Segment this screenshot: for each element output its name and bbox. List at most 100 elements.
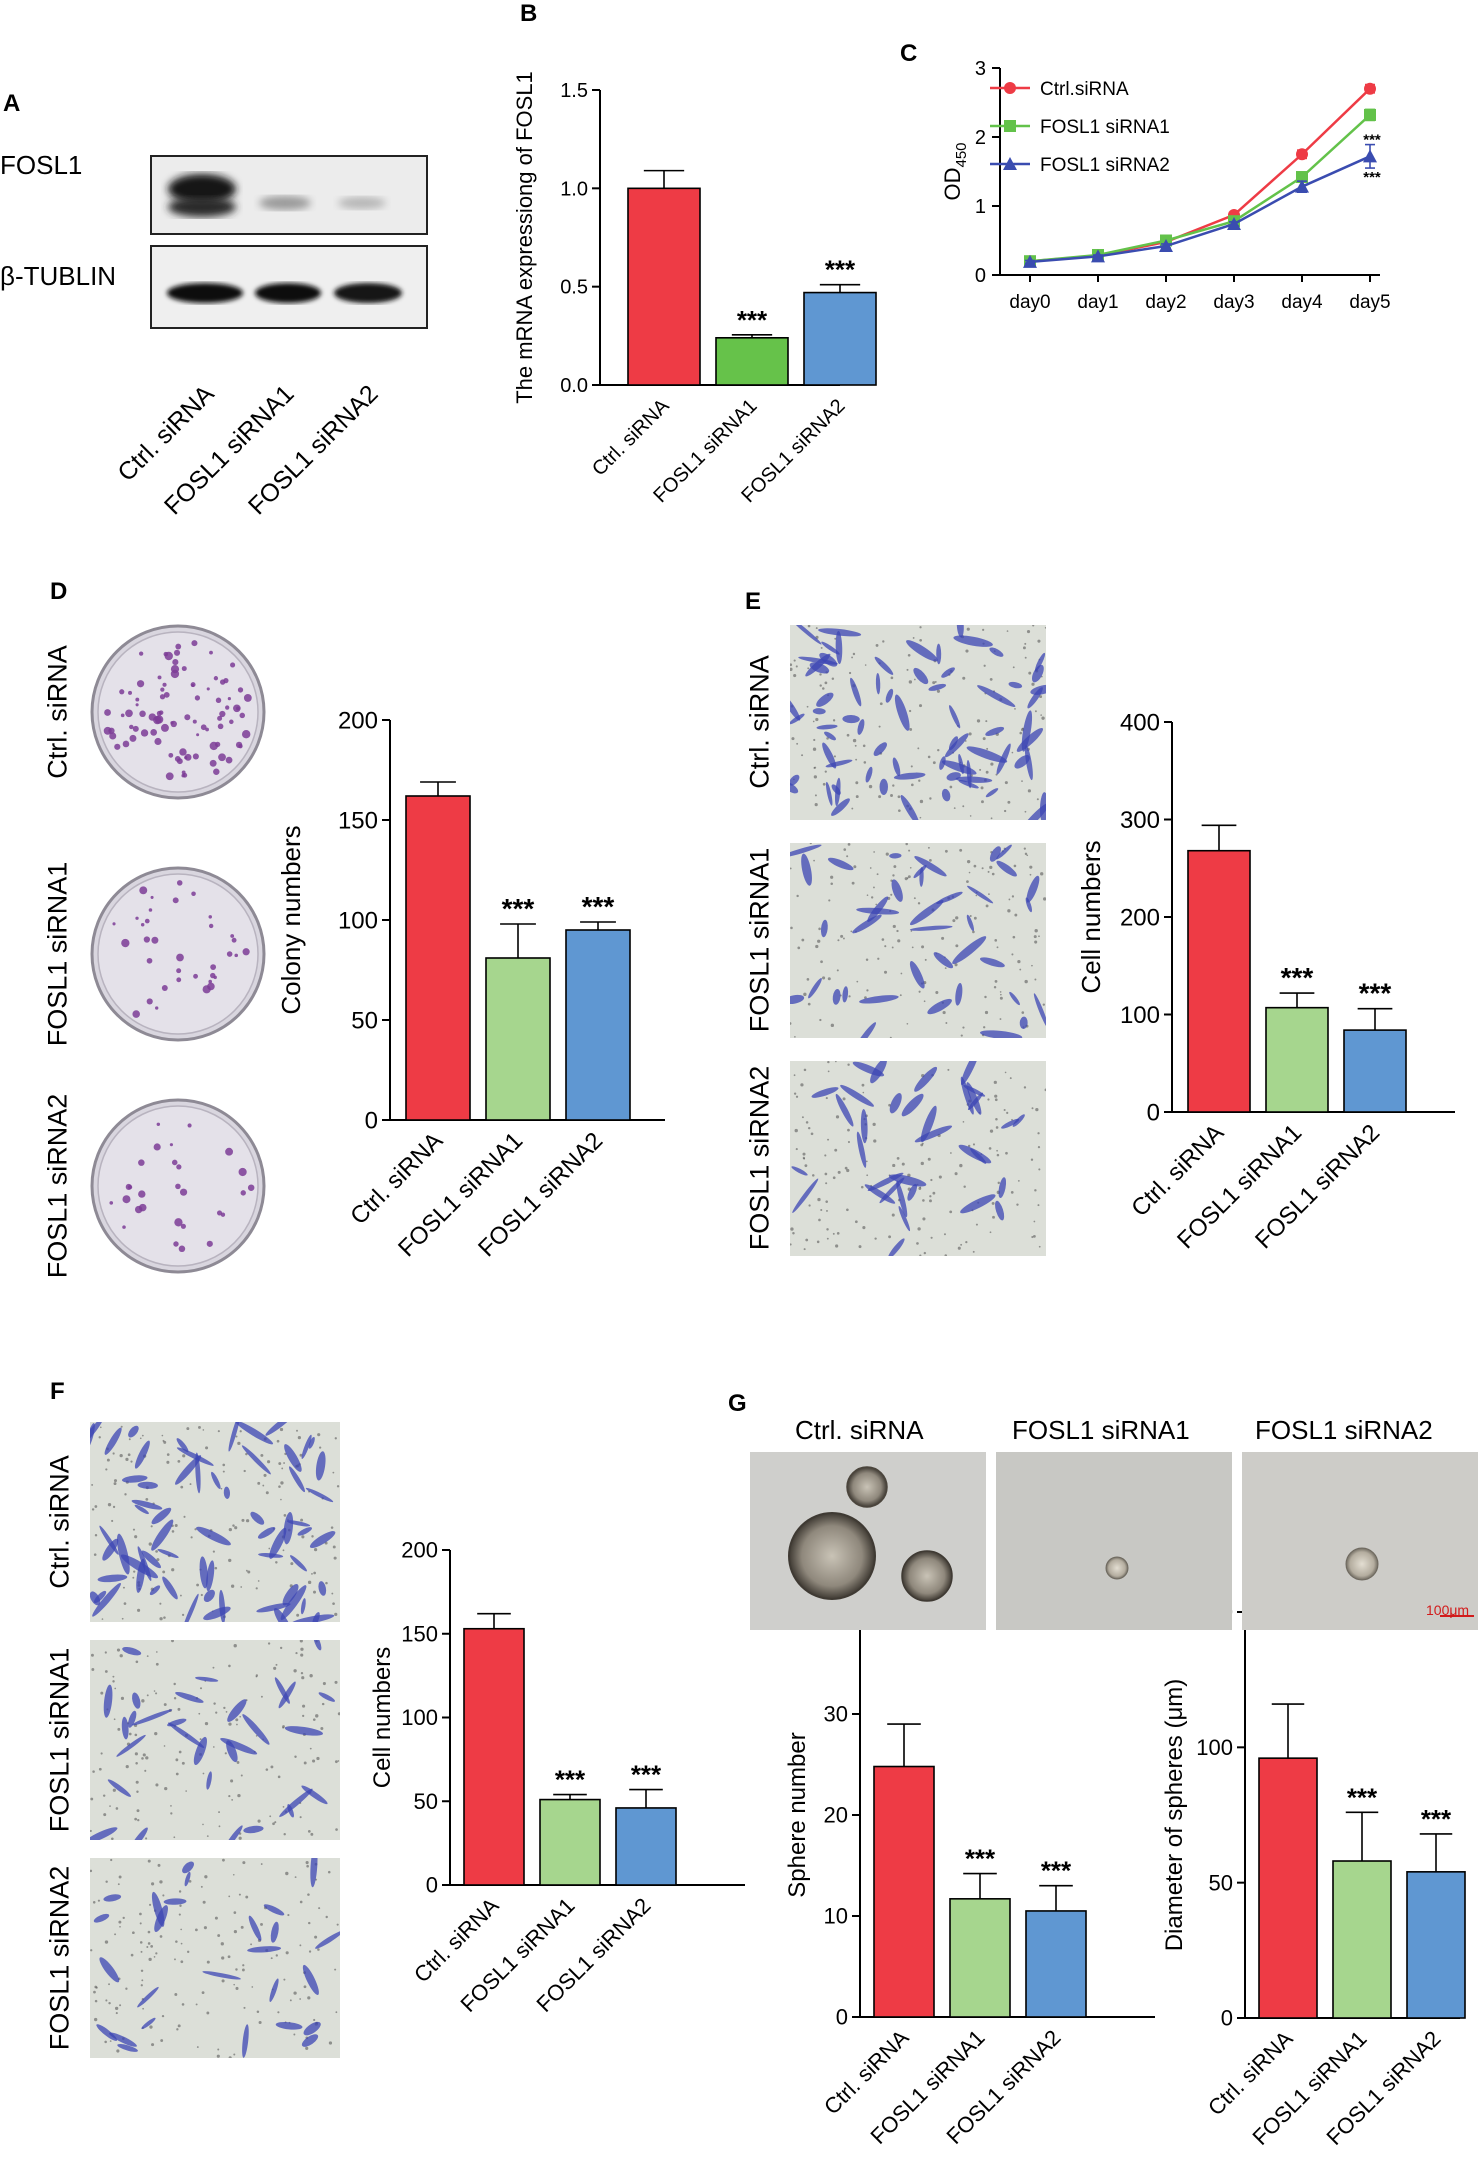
colony-dot bbox=[214, 741, 221, 748]
pore-dot bbox=[899, 994, 902, 997]
x-tick-label: Ctrl. siRNA bbox=[588, 395, 674, 481]
pore-dot bbox=[999, 991, 1002, 993]
pore-dot bbox=[997, 1181, 1000, 1185]
colony-dot bbox=[217, 723, 224, 730]
pore-dot bbox=[919, 626, 922, 629]
y-tick-label: 100 bbox=[1120, 1002, 1160, 1029]
colony-dot bbox=[172, 897, 179, 904]
x-tick-label: day0 bbox=[1009, 292, 1050, 313]
pore-dot bbox=[282, 1805, 285, 1808]
cell-shape bbox=[1035, 652, 1046, 672]
pore-dot bbox=[890, 794, 893, 797]
pore-dot bbox=[1012, 666, 1015, 669]
data-point bbox=[1363, 149, 1377, 163]
pore-dot bbox=[891, 946, 894, 949]
pore-dot bbox=[1024, 810, 1027, 813]
pore-dot bbox=[878, 725, 881, 728]
pore-dot bbox=[879, 702, 883, 706]
colony-dot bbox=[219, 710, 226, 718]
colony-dot bbox=[225, 756, 233, 764]
pore-dot bbox=[195, 1928, 198, 1932]
pore-dot bbox=[134, 1752, 138, 1756]
pore-dot bbox=[311, 1572, 313, 1575]
pore-dot bbox=[972, 1143, 976, 1146]
pore-dot bbox=[862, 744, 866, 748]
pore-dot bbox=[847, 1128, 850, 1132]
cell-shape bbox=[941, 667, 955, 678]
pore-dot bbox=[224, 1752, 227, 1755]
pore-dot bbox=[162, 1894, 165, 1897]
pore-dot bbox=[276, 1439, 280, 1443]
pore-dot bbox=[294, 1876, 297, 1879]
colony-dish-si1 bbox=[90, 866, 266, 1042]
pore-dot bbox=[182, 1454, 186, 1458]
pore-dot bbox=[1026, 854, 1029, 857]
colony-dot bbox=[215, 697, 222, 704]
cell-shape bbox=[162, 1576, 178, 1600]
pore-dot bbox=[240, 1925, 244, 1929]
colony-dot bbox=[225, 705, 230, 710]
pore-dot bbox=[180, 1960, 184, 1964]
colony-dot bbox=[128, 690, 133, 695]
pore-dot bbox=[149, 1903, 152, 1906]
colony-dot bbox=[148, 908, 153, 912]
pore-dot bbox=[188, 1880, 192, 1883]
pore-dot bbox=[233, 1911, 237, 1914]
pore-dot bbox=[149, 2025, 153, 2029]
cell-shape bbox=[284, 1444, 302, 1472]
pore-dot bbox=[114, 1687, 117, 1690]
cell-shape bbox=[859, 995, 899, 1004]
pore-dot bbox=[146, 1694, 149, 1697]
pore-dot bbox=[790, 926, 793, 930]
pore-dot bbox=[793, 659, 796, 662]
cell-shape bbox=[269, 1978, 279, 2002]
pore-dot bbox=[987, 870, 990, 873]
pore-dot bbox=[245, 1895, 249, 1899]
pore-dot bbox=[952, 919, 956, 923]
pore-dot bbox=[1010, 1191, 1014, 1194]
colony-dot bbox=[187, 1123, 192, 1128]
colony-dot bbox=[184, 714, 191, 721]
pore-dot bbox=[965, 649, 969, 653]
pore-dot bbox=[809, 843, 812, 845]
pore-dot bbox=[996, 1149, 998, 1152]
cell-shape bbox=[176, 1438, 189, 1453]
colony-dot bbox=[191, 640, 198, 647]
pore-dot bbox=[1029, 865, 1033, 869]
pore-dot bbox=[848, 995, 851, 998]
pore-dot bbox=[812, 747, 817, 751]
pore-dot bbox=[912, 637, 915, 639]
significance-label: *** bbox=[1281, 962, 1314, 993]
cell-shape bbox=[175, 1455, 202, 1485]
pore-dot bbox=[955, 944, 959, 948]
pore-dot bbox=[919, 816, 922, 819]
colony-dot bbox=[135, 916, 139, 920]
pore-dot bbox=[233, 1983, 235, 1986]
pore-dot bbox=[790, 667, 793, 671]
cell-shape bbox=[242, 1714, 270, 1745]
pore-dot bbox=[1037, 639, 1041, 643]
pore-dot bbox=[112, 1452, 115, 1455]
pore-dot bbox=[141, 1699, 145, 1703]
pore-dot bbox=[267, 1642, 271, 1645]
pore-dot bbox=[135, 1660, 139, 1664]
pore-dot bbox=[892, 784, 895, 787]
cell-shape bbox=[953, 635, 993, 647]
pore-dot bbox=[1009, 1077, 1012, 1080]
colony-dot bbox=[237, 687, 244, 693]
cell-shape bbox=[242, 2024, 249, 2058]
cell-shape bbox=[885, 688, 894, 703]
micrograph-e-si1 bbox=[790, 843, 1046, 1038]
pore-dot bbox=[1037, 1204, 1040, 1207]
data-point bbox=[1091, 249, 1105, 263]
pore-dot bbox=[892, 924, 896, 929]
pore-dot bbox=[985, 770, 989, 774]
pore-dot bbox=[877, 957, 880, 960]
colony-dot bbox=[176, 1164, 182, 1170]
pore-dot bbox=[947, 1068, 950, 1071]
pore-dot bbox=[848, 671, 852, 675]
significance-label: *** bbox=[1421, 1804, 1452, 1834]
pore-dot bbox=[866, 1174, 869, 1177]
pore-dot bbox=[134, 1535, 138, 1539]
pore-dot bbox=[934, 680, 937, 683]
